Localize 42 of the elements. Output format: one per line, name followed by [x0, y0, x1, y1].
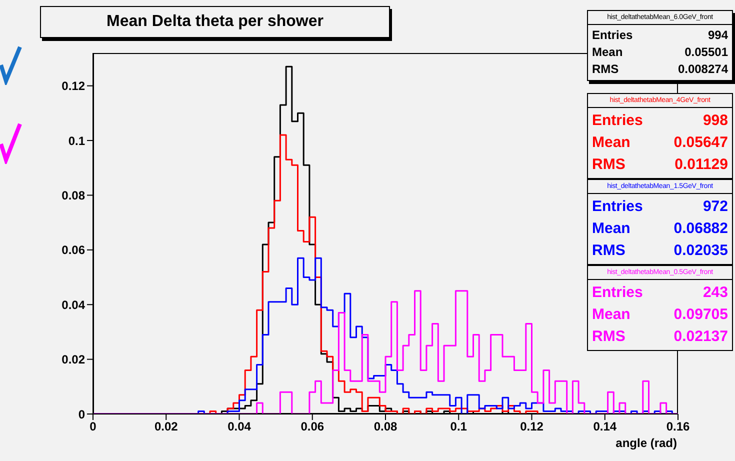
- annotation: 0.06882: [674, 219, 728, 239]
- annotation: Mean: [592, 305, 630, 325]
- annotation: Mean: [592, 219, 630, 239]
- x-tick-label: 0.08: [374, 420, 398, 434]
- x-tick-label: 0.06: [300, 420, 324, 434]
- annotation: RMS: [592, 61, 619, 78]
- x-tick-label: 0.04: [228, 420, 252, 434]
- y-tick-label: 0: [78, 407, 86, 422]
- y-tick-label: 0.1: [68, 134, 86, 148]
- annotation: Entries: [592, 111, 643, 131]
- annotation: 0.02137: [674, 327, 728, 347]
- annotation: Entries: [592, 197, 643, 217]
- text: Entries: [592, 27, 633, 44]
- x-tick-label: 0.14: [593, 420, 617, 434]
- text: 998: [702, 111, 728, 131]
- y-tick-label: 0.02: [62, 352, 86, 367]
- y-tick-label: 0.12: [62, 79, 86, 94]
- annotation: Mean: [592, 44, 623, 61]
- annotation: 0.008274: [678, 61, 728, 78]
- annotation: Mean: [592, 133, 630, 153]
- annotation: 0.02035: [674, 241, 728, 261]
- text: 0.05501: [684, 44, 728, 61]
- annotation: 0.05647: [674, 133, 728, 153]
- y-tick-label: 0.06: [62, 243, 86, 258]
- y-tick-label: 0.08: [62, 188, 86, 202]
- annotation: 0.09705: [674, 305, 728, 325]
- annotation: RMS: [592, 327, 626, 347]
- x-tick-label: 0: [90, 420, 97, 434]
- annotation: 0.01129: [674, 155, 728, 175]
- x-tick-label: 0.1: [450, 420, 468, 434]
- annotation: RMS: [592, 155, 626, 175]
- text: 972: [702, 197, 728, 217]
- annotation: RMS: [592, 241, 626, 261]
- annotation: Entries: [592, 283, 643, 303]
- text: 243: [702, 283, 728, 303]
- x-tick-label: 0.12: [520, 420, 544, 434]
- text: 994: [708, 27, 728, 44]
- chart-title: Mean Delta theta per shower: [40, 6, 390, 38]
- x-tick-label: 0.02: [154, 420, 178, 434]
- x-axis-title: angle (rad): [616, 436, 677, 450]
- x-tick-label: 0.16: [666, 420, 690, 434]
- y-tick-label: 0.04: [62, 298, 86, 312]
